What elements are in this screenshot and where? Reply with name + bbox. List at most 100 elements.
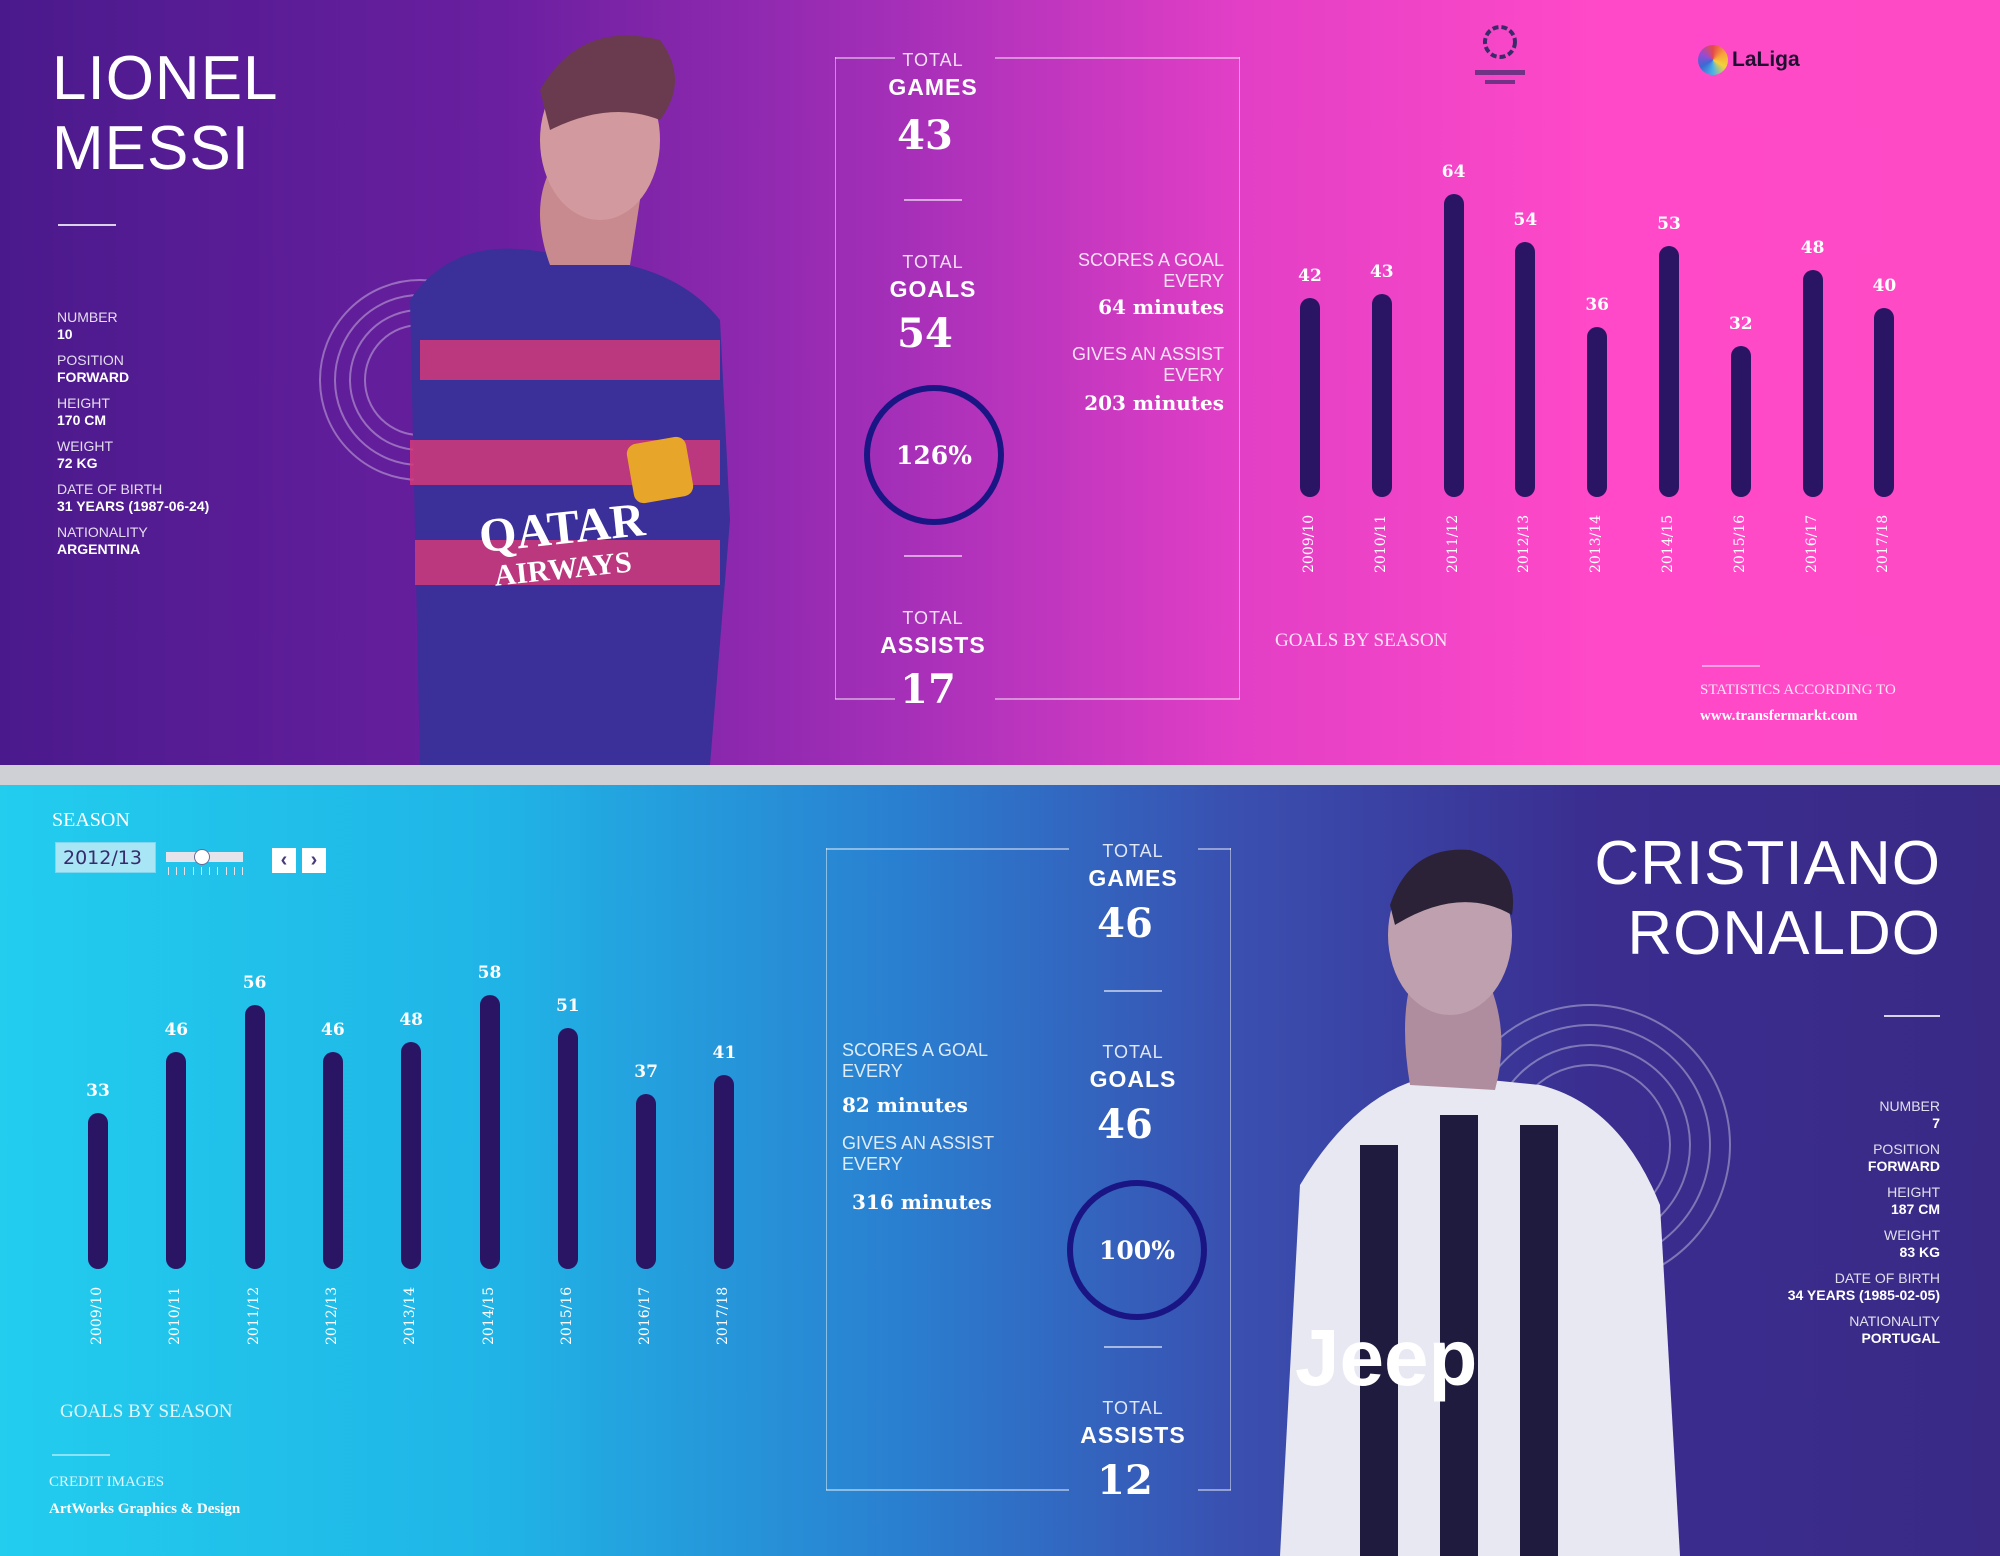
games-label: GAMES bbox=[1088, 865, 1178, 891]
bar-2013/14 bbox=[401, 1042, 422, 1269]
previous-season-button[interactable]: ‹ bbox=[272, 848, 296, 873]
assist-every-value: 203 minutes bbox=[1084, 391, 1224, 415]
slider-tick bbox=[225, 867, 227, 875]
source-link[interactable]: www.transfermarkt.com bbox=[1700, 708, 1858, 724]
season-label: SEASON bbox=[52, 809, 130, 831]
games-label: TOTAL bbox=[1102, 841, 1164, 861]
slider-tick bbox=[200, 867, 202, 875]
slider-tick bbox=[168, 867, 169, 875]
messi-info-list: NUMBER 10 POSITION FORWARD HEIGHT 170 CM WEIGH… bbox=[57, 309, 209, 567]
bar-2010/11 bbox=[166, 1051, 187, 1269]
info-label: NATIONALITY bbox=[57, 524, 148, 540]
ronaldo-jersey-text: Jeep bbox=[1295, 1313, 1477, 1402]
chart-title: GOALS BY SEASON bbox=[1275, 630, 1448, 651]
info-label: DATE OF BIRTH bbox=[57, 481, 163, 497]
slider-ticks bbox=[168, 867, 243, 875]
messi-panel: QATAR AIRWAYS LIONEL MESSI NUMBER 10 POSIT… bbox=[0, 0, 2000, 765]
messi-last-name: MESSI bbox=[52, 114, 250, 183]
goals-label: GOALS bbox=[1089, 1066, 1177, 1092]
info-value: FORWARD bbox=[57, 369, 130, 385]
info-label: POSITION bbox=[1873, 1141, 1940, 1157]
goal-every-label: SCORES A GOAL EVERY bbox=[842, 1040, 988, 1081]
bar-2009/10 bbox=[88, 1113, 108, 1269]
champions-league-logo bbox=[1475, 25, 1525, 84]
bar-2015/16 bbox=[1730, 345, 1751, 497]
bar-value-label: 46 bbox=[164, 1019, 189, 1040]
credit-label: CREDIT IMAGES bbox=[49, 1474, 165, 1490]
x-tick-label: 2016/17 bbox=[637, 1286, 654, 1345]
bar-2016/17 bbox=[636, 1094, 657, 1269]
bar-2010/11 bbox=[1371, 293, 1392, 497]
x-tick-label: 2010/11 bbox=[167, 1286, 184, 1345]
ronaldo-stats-box bbox=[826, 848, 1231, 1490]
goal-every-value: 64 minutes bbox=[1098, 295, 1224, 319]
total-games-value: 46 bbox=[1097, 900, 1153, 947]
laliga-logo: LaLiga bbox=[1698, 45, 1800, 75]
info-label: NUMBER bbox=[1879, 1098, 1940, 1114]
info-value: 170 CM bbox=[57, 412, 107, 428]
bar-value-label: 54 bbox=[1513, 209, 1538, 230]
assist-every-label: GIVES AN ASSIST EVERY bbox=[1071, 344, 1224, 385]
bar-2014/15 bbox=[1659, 246, 1679, 497]
messi-first-name: LIONEL bbox=[52, 44, 279, 113]
x-tick-label: 2009/10 bbox=[1301, 514, 1317, 573]
games-label: GAMES bbox=[888, 74, 978, 100]
total-games-value: 43 bbox=[897, 112, 953, 159]
bar-value-label: 51 bbox=[555, 996, 580, 1017]
info-label: NATIONALITY bbox=[1849, 1313, 1940, 1329]
slider-tick bbox=[217, 867, 219, 875]
season-input[interactable] bbox=[55, 842, 156, 873]
assist-every-value: 316 minutes bbox=[852, 1190, 992, 1214]
info-label: NUMBER bbox=[57, 309, 118, 325]
goals-label: GOALS bbox=[889, 276, 977, 302]
assist-every-label: GIVES AN ASSIST EVERY bbox=[842, 1133, 994, 1174]
x-tick-label: 2014/15 bbox=[1660, 514, 1676, 573]
total-goals-value: 54 bbox=[897, 310, 953, 357]
x-tick-label: 2015/16 bbox=[558, 1286, 575, 1345]
bar-value-label: 32 bbox=[1728, 313, 1753, 334]
source-label: STATISTICS ACCORDING TO bbox=[1700, 682, 1896, 698]
divider bbox=[58, 224, 116, 226]
bar-value-label: 43 bbox=[1369, 261, 1394, 282]
info-label: HEIGHT bbox=[57, 395, 110, 411]
info-value: 34 YEARS (1985-02-05) bbox=[1787, 1287, 1940, 1303]
next-season-button[interactable]: › bbox=[302, 848, 326, 873]
goals-label: TOTAL bbox=[902, 252, 964, 272]
info-value: 83 KG bbox=[1899, 1244, 1940, 1260]
goals-label: TOTAL bbox=[1102, 1042, 1164, 1062]
messi-photo: QATAR AIRWAYS bbox=[319, 35, 730, 765]
x-tick-label: 2011/12 bbox=[1444, 514, 1461, 573]
bar-value-label: 41 bbox=[712, 1043, 737, 1064]
info-value: ARGENTINA bbox=[57, 541, 141, 557]
slider-tick bbox=[184, 867, 186, 875]
season-slider-thumb[interactable] bbox=[194, 849, 210, 865]
total-goals-value: 46 bbox=[1097, 1101, 1153, 1148]
bar-value-label: 56 bbox=[242, 972, 267, 993]
x-tick-label: 2009/10 bbox=[89, 1286, 105, 1345]
bar-2009/10 bbox=[1300, 298, 1320, 497]
chevron-right-icon: › bbox=[310, 849, 318, 871]
bar-value-label: 42 bbox=[1298, 266, 1322, 287]
bar-value-label: 40 bbox=[1872, 275, 1897, 296]
bar-value-label: 37 bbox=[634, 1062, 658, 1083]
info-label: DATE OF BIRTH bbox=[1834, 1270, 1940, 1286]
x-tick-label: 2012/13 bbox=[1516, 514, 1533, 573]
bar-value-label: 48 bbox=[1800, 237, 1825, 258]
bar-value-label: 36 bbox=[1585, 294, 1610, 315]
assists-label: ASSISTS bbox=[1080, 1422, 1186, 1448]
ronaldo-photo: Jeep bbox=[1280, 849, 1731, 1556]
x-tick-label: 2010/11 bbox=[1372, 514, 1389, 573]
bar-2016/17 bbox=[1802, 269, 1823, 497]
bar-value-label: 53 bbox=[1657, 214, 1681, 235]
ronaldo-first-name: CRISTIANO bbox=[1594, 829, 1941, 898]
x-tick-label: 2013/14 bbox=[1588, 514, 1605, 573]
info-label: WEIGHT bbox=[57, 438, 113, 454]
bar-2012/13 bbox=[322, 1051, 343, 1269]
goal-every-label: SCORES A GOAL EVERY bbox=[1077, 250, 1224, 291]
info-label: HEIGHT bbox=[1887, 1184, 1940, 1200]
total-assists-value: 12 bbox=[1097, 1457, 1153, 1504]
info-value: 7 bbox=[1932, 1115, 1940, 1131]
ronaldo-info-list: NUMBER 7 POSITION FORWARD HEIGHT 187 CM WEIGHT… bbox=[1788, 1098, 1940, 1356]
x-tick-label: 2012/13 bbox=[323, 1286, 340, 1345]
bar-value-label: 46 bbox=[321, 1019, 345, 1040]
